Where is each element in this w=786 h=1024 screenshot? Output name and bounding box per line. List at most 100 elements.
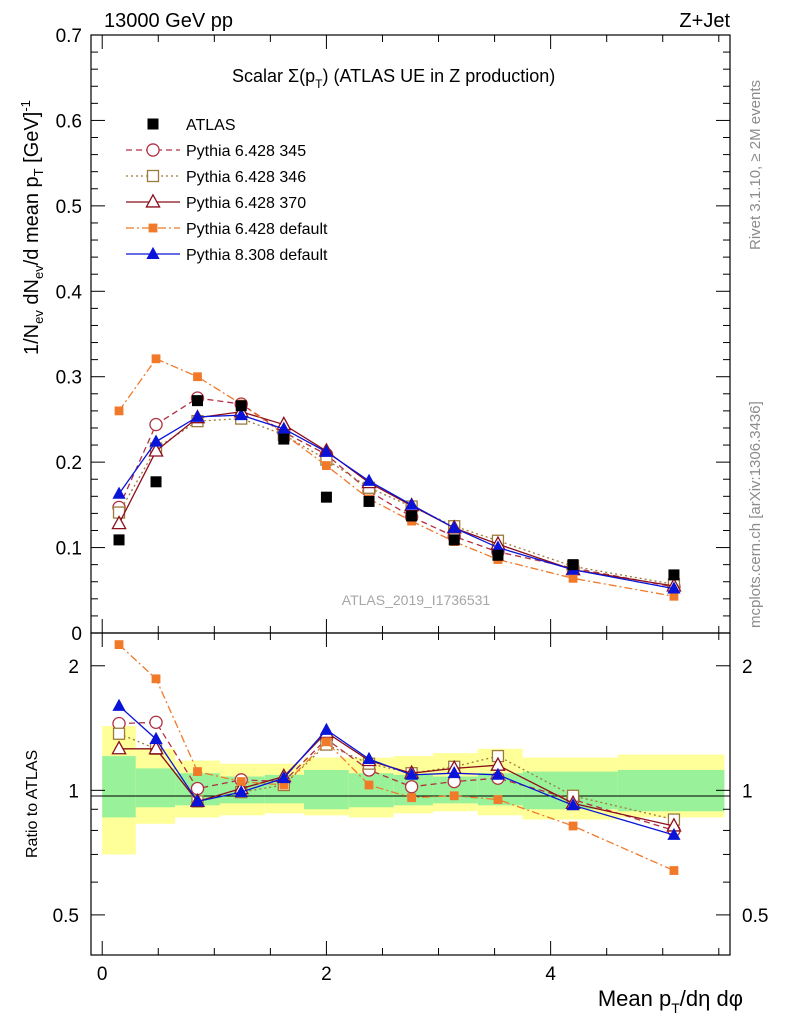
ratio-point [568, 821, 578, 831]
ratio-y-tick-label-right: 2 [742, 657, 753, 678]
ratio-point [566, 798, 580, 811]
ratio-point [364, 780, 374, 790]
ratio-frame [90, 632, 731, 956]
series-point [405, 497, 419, 510]
series-point [149, 417, 163, 432]
ratio-point [149, 715, 163, 730]
series-line [118, 411, 675, 587]
ratio-point [405, 767, 419, 780]
main-y-tick-label: 0.2 [56, 453, 82, 474]
title-main: Scalar Σ(p [232, 66, 315, 86]
main-y-tick-label: 0 [71, 624, 82, 645]
ratio-point [279, 780, 289, 790]
ratio-line [119, 731, 675, 827]
series-point [114, 406, 124, 416]
ratio-point [190, 794, 205, 807]
analysis-id-label: ATLAS_2019_I1736531 [342, 592, 491, 608]
legend-label: Pythia 6.428 345 [186, 143, 306, 160]
main-y-tick-label: 0.3 [56, 368, 82, 389]
main-y-tick-label: 0.6 [56, 111, 82, 132]
series-point [669, 591, 679, 601]
atlas-data-point [668, 569, 680, 581]
main-y-tick-label: 0.1 [56, 539, 82, 560]
ratio-point [234, 784, 248, 798]
legend-marker [147, 118, 159, 130]
uncertainty-band-inner [617, 769, 725, 812]
series-pythia-6-428-370 [111, 403, 682, 592]
x-tick-label: 4 [545, 964, 556, 985]
header-right: Z+Jet [679, 10, 730, 32]
legend-entry: Pythia 6.428 346 [126, 169, 306, 186]
plot-title: Scalar Σ(pT) (ATLAS UE in Z production) [232, 66, 555, 91]
atlas-data-point [406, 510, 418, 522]
series-line [118, 417, 675, 585]
ratio-point [493, 795, 503, 804]
ratio-y-tick-label: 1 [68, 781, 79, 802]
legend-marker [148, 223, 158, 233]
legend-marker [146, 246, 160, 259]
ratio-point [322, 737, 331, 747]
ratio-point [407, 793, 417, 803]
ratio-point [114, 640, 124, 649]
ratio-line [118, 644, 675, 872]
ratio-panel: 0.5 0.5 1 1 2 2 0 2 4 Ratio to ATLAS Mean pT/dη… [24, 632, 768, 1016]
ratio-point [667, 827, 681, 840]
uncertainty-band-inner [102, 756, 136, 818]
series-point [447, 520, 461, 533]
ratio-point [149, 731, 163, 745]
atlas-data-point [363, 495, 375, 507]
series-line [118, 397, 675, 588]
mcplots-label: mcplots.cern.ch [arXiv:1306.3436] [747, 401, 764, 628]
ratio-point [151, 674, 161, 684]
series-point [667, 581, 681, 594]
atlas-data-point [278, 433, 290, 445]
uncertainty-band-inner [304, 769, 349, 810]
ratio-series-pythia-8-308-default [112, 698, 681, 840]
title-rest: ) (ATLAS UE in Z production) [323, 66, 556, 86]
main-y-tick-label: 0.5 [56, 197, 82, 218]
series-point [319, 444, 334, 457]
ratio-point [277, 771, 291, 784]
series-point [151, 354, 161, 364]
atlas-data-point [192, 395, 203, 407]
legend-label: Pythia 8.308 default [186, 247, 328, 264]
main-panel: 0 0.1 0.2 0.3 0.4 0.5 0.6 0.7 Scalar Σ(pT) (ATL… [18, 26, 731, 645]
main-y-tick-label: 0.4 [56, 282, 83, 303]
ratio-point [447, 766, 461, 779]
legend-label: Pythia 6.428 346 [186, 169, 306, 186]
title-sub: T [315, 77, 323, 91]
ratio-line [118, 705, 675, 836]
legend-marker [146, 143, 160, 157]
legend-marker [145, 193, 161, 208]
uncertainty-band-inner [348, 773, 394, 808]
legend-entry: Pythia 8.308 default [126, 246, 328, 264]
ratio-y-tick-label-right: 1 [742, 781, 753, 802]
series-pythia-6-428-default [114, 354, 679, 601]
atlas-data-point [492, 549, 504, 561]
series-atlas-data [113, 395, 680, 581]
ratio-point [362, 751, 376, 765]
series-point [322, 461, 331, 470]
legend-entry: Pythia 6.428 345 [126, 143, 306, 160]
main-y-axis-label: 1/Nev dNev/d mean pT [GeV]-1 [18, 100, 46, 355]
ratio-point [669, 866, 679, 875]
main-y-tick-label: 0.7 [56, 26, 82, 47]
uncertainty-band-inner [135, 768, 176, 808]
series-point [277, 421, 291, 434]
legend-entry: Pythia 6.428 370 [126, 193, 306, 212]
x-tick-label: 0 [97, 964, 108, 985]
ratio-point [491, 767, 505, 780]
ratio-y-axis-label: Ratio to ATLAS [24, 750, 41, 858]
atlas-data-point [320, 491, 332, 503]
series-line [118, 414, 675, 590]
legend-marker [146, 169, 160, 183]
series-point [148, 442, 164, 457]
ratio-series-pythia-6-428-default [114, 640, 679, 875]
atlas-data-point [150, 476, 162, 488]
series-line [118, 357, 675, 597]
series-point [111, 515, 127, 530]
atlas-data-point [448, 534, 460, 546]
ratio-point [236, 777, 246, 786]
series-point [491, 540, 505, 553]
ratio-y-tick-label: 2 [68, 657, 79, 678]
